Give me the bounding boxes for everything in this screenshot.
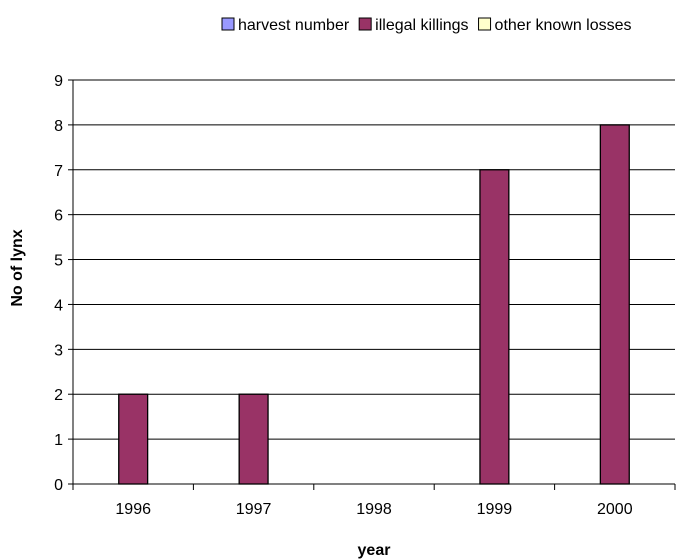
- y-tick-label: 1: [54, 432, 63, 449]
- y-tick-label: 2: [54, 387, 63, 404]
- x-tick-label: 1998: [356, 501, 392, 518]
- y-tick-label: 5: [54, 253, 63, 270]
- x-tick-label: 1996: [115, 501, 151, 518]
- x-tick-label: 1997: [236, 501, 272, 518]
- x-axis-title: year: [358, 542, 391, 559]
- axes: [68, 79, 676, 490]
- bar-illegal-killings-1999: [479, 169, 510, 485]
- x-tick-label: 1999: [477, 501, 513, 518]
- legend-swatch: [478, 17, 492, 31]
- y-tick-label: 6: [54, 208, 63, 225]
- y-tick-label: 4: [54, 297, 63, 314]
- y-tick-label: 0: [54, 477, 63, 494]
- y-tick-label: 8: [54, 118, 63, 135]
- bars: [118, 124, 630, 485]
- y-axis-title: No of lynx: [9, 229, 26, 306]
- x-tick-label: 2000: [597, 501, 633, 518]
- legend-entry: other known losses: [495, 17, 632, 34]
- y-tick-labels: 0 1 2 3 4 5 6 7 8 9: [54, 73, 63, 494]
- bar-illegal-killings-1997: [238, 393, 269, 485]
- legend-swatch: [358, 17, 372, 31]
- legend: harvest number illegal killings other know…: [221, 17, 632, 34]
- y-tick-label: 9: [54, 73, 63, 90]
- y-tick-label: 3: [54, 342, 63, 359]
- legend-entry: illegal killings: [375, 17, 468, 34]
- y-tick-label: 7: [54, 163, 63, 180]
- x-tick-labels: 1996 1997 1998 1999 2000: [115, 501, 632, 518]
- gridlines: [73, 79, 675, 440]
- legend-swatch: [221, 17, 235, 31]
- bar-illegal-killings-2000: [599, 124, 630, 485]
- legend-entry: harvest number: [238, 17, 350, 34]
- bar-illegal-killings-1996: [118, 393, 149, 485]
